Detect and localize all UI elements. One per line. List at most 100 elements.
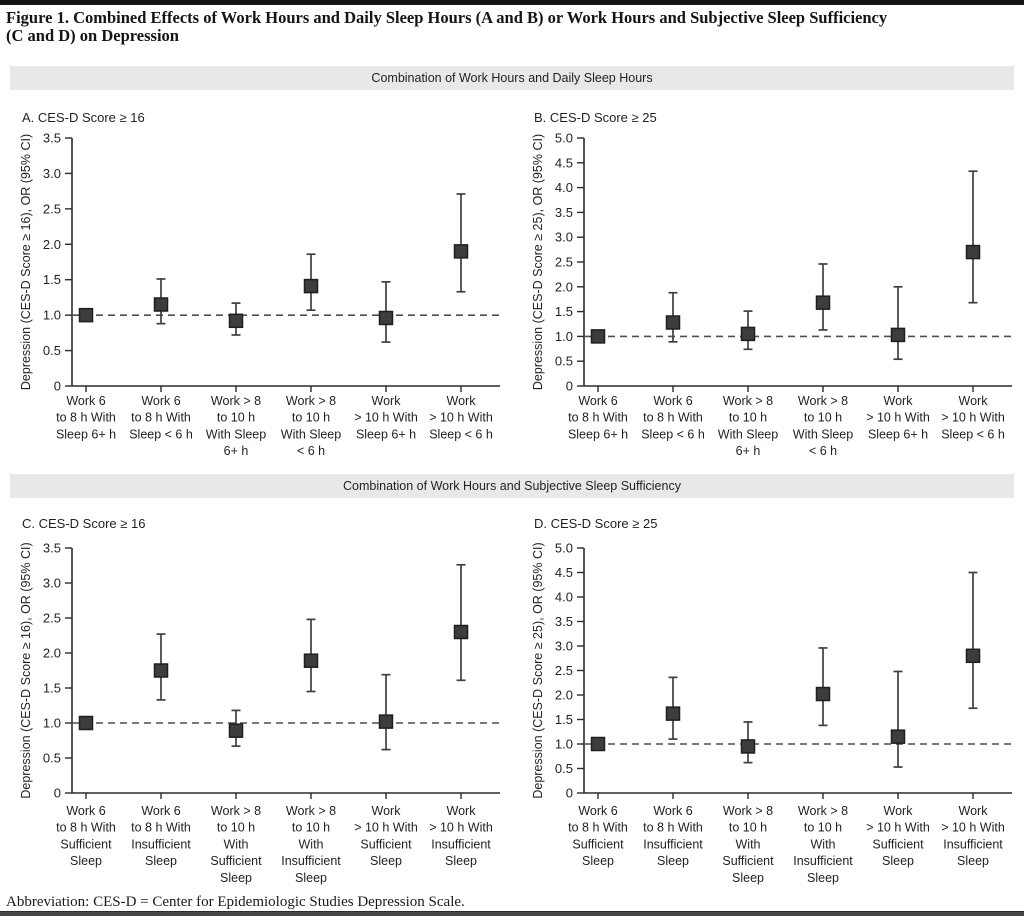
or-marker	[590, 329, 606, 344]
y-tick-label: 5.0	[555, 131, 573, 146]
or-marker	[665, 706, 681, 721]
x-category-label: > 10 h With	[941, 821, 1005, 835]
y-tick-label: 1.0	[43, 308, 61, 323]
y-axis-label: Depression (CES-D Score ≥ 16), OR (95% C…	[19, 134, 33, 390]
error-bar	[893, 285, 903, 361]
or-marker	[965, 244, 981, 260]
x-category-label: Sleep 6+ h	[356, 427, 416, 441]
y-tick-label: 4.0	[555, 180, 573, 195]
x-category-label: With	[224, 837, 249, 851]
error-bar	[456, 193, 466, 293]
x-category-label: Work	[884, 394, 914, 408]
abbreviation-note: Abbreviation: CES-D = Center for Epidemi…	[6, 894, 465, 910]
y-axis-label: Depression (CES-D Score ≥ 25), OR (95% C…	[531, 134, 545, 390]
y-tick-label: 2.5	[555, 663, 573, 678]
x-category-label: to 8 h With	[643, 411, 703, 425]
or-marker	[153, 297, 169, 312]
x-category-label: Work > 8	[286, 394, 336, 408]
or-marker	[303, 278, 319, 294]
x-category-label: 6+ h	[224, 444, 249, 458]
x-category-label: > 10 h With	[429, 821, 493, 835]
x-category-label: Sufficient	[60, 837, 112, 851]
y-tick-label: 1.5	[555, 712, 573, 727]
y-tick-label: 0.5	[43, 751, 61, 766]
or-marker	[153, 663, 169, 678]
x-category-label: to 10 h	[729, 821, 767, 835]
panel-a-title: A. CES-D Score ≥ 16	[22, 110, 145, 125]
y-tick-label: 0	[566, 786, 573, 801]
panel-b-title: B. CES-D Score ≥ 25	[534, 110, 657, 125]
x-category-label: to 8 h With	[56, 821, 116, 835]
x-category-label: Work > 8	[798, 394, 848, 408]
panel-d-title: D. CES-D Score ≥ 25	[534, 516, 658, 531]
or-marker	[228, 723, 244, 738]
x-category-label: Sufficient	[360, 837, 412, 851]
y-tick-label: 4.5	[555, 155, 573, 170]
x-category-label: Sleep	[70, 854, 102, 868]
or-marker	[965, 648, 981, 664]
or-marker	[378, 310, 394, 326]
x-category-label: to 10 h	[292, 821, 330, 835]
y-tick-label: 1.5	[555, 304, 573, 319]
top-rule	[0, 0, 1024, 5]
error-bar	[381, 673, 391, 751]
x-category-label: Sufficient	[722, 854, 774, 868]
x-category-label: to 8 h With	[131, 821, 191, 835]
x-category-label: Sleep 6+ h	[56, 427, 116, 441]
or-marker	[590, 736, 606, 752]
y-tick-label: 2.0	[555, 688, 573, 703]
x-category-label: Sleep	[957, 854, 989, 868]
y-tick-label: 4.0	[555, 590, 573, 605]
x-category-label: Work 6	[578, 394, 617, 408]
panel-b-chart: Depression (CES-D Score ≥ 25), OR (95% C…	[512, 105, 1024, 475]
panel-a-chart: Depression (CES-D Score ≥ 16), OR (95% C…	[0, 105, 512, 475]
y-tick-label: 0	[54, 786, 61, 801]
x-category-label: With Sleep	[281, 427, 341, 441]
error-bar	[456, 563, 466, 682]
y-tick-label: 0	[566, 379, 573, 394]
x-category-label: to 8 h With	[643, 821, 703, 835]
y-tick-label: 3.0	[43, 576, 61, 591]
y-tick-label: 1.0	[43, 716, 61, 731]
y-tick-label: 3.5	[43, 131, 61, 146]
x-category-label: Sufficient	[210, 854, 262, 868]
x-category-label: Sleep	[145, 854, 177, 868]
or-marker	[815, 686, 831, 702]
x-category-label: With	[736, 837, 761, 851]
x-category-label: Work > 8	[798, 804, 848, 818]
x-category-label: Sleep < 6 h	[641, 427, 705, 441]
y-tick-label: 3.0	[43, 166, 61, 181]
x-category-label: Insufficient	[793, 854, 853, 868]
x-category-label: < 6 h	[809, 444, 837, 458]
y-tick-label: 3.5	[555, 614, 573, 629]
or-marker	[740, 739, 756, 754]
section-header-work-hours-and-subjective-sleep-sufficiency: Combination of Work Hours and Subjective…	[10, 474, 1014, 498]
or-marker	[890, 327, 906, 343]
x-category-label: Work 6	[141, 394, 180, 408]
or-marker	[453, 244, 469, 259]
figure-title-line-2: (C and D) on Depression	[6, 25, 179, 45]
panel-c-svg: Depression (CES-D Score ≥ 16), OR (95% C…	[19, 541, 500, 885]
x-category-label: Sleep	[732, 871, 764, 885]
or-marker	[378, 714, 394, 729]
y-tick-label: 2.0	[555, 279, 573, 294]
x-category-label: Work	[959, 804, 989, 818]
x-category-label: Work > 8	[723, 394, 773, 408]
x-category-label: Work	[372, 804, 402, 818]
x-category-label: Sleep	[295, 871, 327, 885]
or-marker	[78, 307, 94, 323]
y-tick-label: 3.5	[555, 205, 573, 220]
x-category-label: Sleep	[582, 854, 614, 868]
y-tick-label: 3.0	[555, 639, 573, 654]
x-category-label: Work 6	[66, 804, 105, 818]
or-marker	[453, 624, 469, 640]
x-category-label: to 10 h	[217, 821, 255, 835]
x-category-label: > 10 h With	[866, 411, 930, 425]
y-tick-label: 2.5	[43, 201, 61, 216]
x-category-label: Sleep	[807, 871, 839, 885]
x-category-label: Sufficient	[572, 837, 624, 851]
y-tick-label: 2.0	[43, 646, 61, 661]
x-category-label: Work 6	[653, 394, 692, 408]
x-category-label: With	[299, 837, 324, 851]
or-marker	[815, 295, 831, 310]
